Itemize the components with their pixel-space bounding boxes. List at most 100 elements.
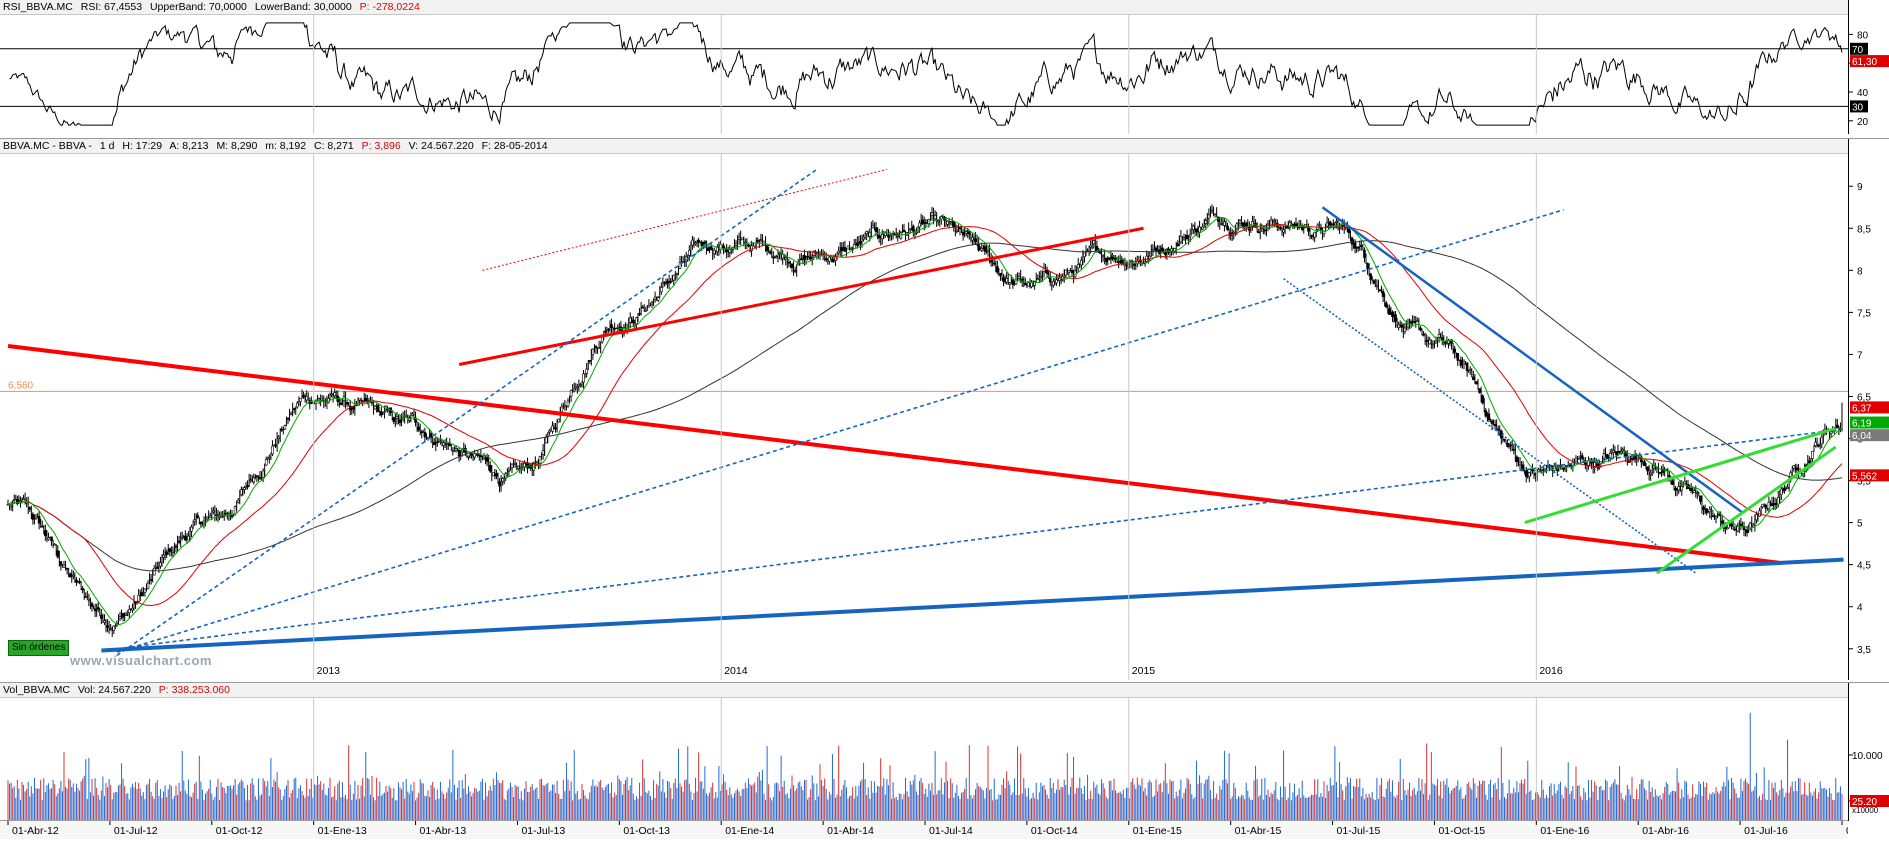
ma-50-line (7, 224, 1843, 607)
candle-body (666, 280, 669, 284)
rsi-header: RSI_BBVA.MC RSI: 67,4553 UpperBand: 70,0… (0, 0, 1851, 15)
candle-body (1195, 228, 1198, 233)
candle-body (796, 263, 800, 266)
candle-body (784, 257, 788, 260)
candle-body (604, 330, 607, 333)
candle-body (1080, 260, 1083, 266)
date-tick-label: 01-Ene-15 (1133, 825, 1182, 837)
candle-body (756, 240, 760, 242)
candle-body (1419, 327, 1422, 331)
watermark: www.visualchart.com (70, 653, 212, 668)
candle-body (1310, 235, 1313, 237)
candle-body (1198, 226, 1201, 233)
candle-body (809, 256, 812, 260)
candle-body (184, 536, 187, 541)
volume-header: Vol_BBVA.MC Vol: 24.567.220 P: 338.253.0… (0, 683, 1851, 698)
rsi-badge-label: 30 (1852, 102, 1864, 113)
candle-body (744, 241, 747, 244)
candle-body (1708, 509, 1712, 513)
candle-body (1052, 281, 1055, 286)
candle-body (429, 433, 433, 438)
rsi-pane[interactable]: RSI_BBVA.MC RSI: 67,4553 UpperBand: 70,0… (0, 0, 1889, 134)
candle-body (1683, 481, 1687, 484)
candle-body (1058, 277, 1061, 281)
candle-body (849, 247, 853, 250)
candle-body (912, 225, 915, 232)
candle-body (647, 304, 651, 308)
candle-body (638, 312, 641, 315)
candle-body (1580, 455, 1584, 459)
candle-body (672, 274, 676, 281)
candle-body (78, 580, 81, 583)
candle-body (868, 232, 872, 237)
date-tick-label: 01-Jul-16 (1744, 825, 1788, 837)
candle-body (548, 430, 551, 433)
candle-body (156, 566, 159, 569)
sin-ordenes-badge[interactable]: Sin órdenes (8, 640, 70, 656)
candle-body (1356, 246, 1360, 249)
candle-body (16, 498, 19, 505)
candle-body (383, 411, 386, 414)
candle-body (168, 548, 172, 552)
candle-body (1677, 486, 1680, 491)
candle-body (190, 526, 193, 532)
date-tick-label: 01-Jul-12 (114, 825, 158, 837)
candle-body (1643, 461, 1646, 467)
candle-body (1341, 224, 1344, 227)
candle-body (90, 603, 94, 607)
price-last-label: 6,37 (1852, 403, 1872, 414)
candle-body (118, 616, 122, 620)
candle-body (1783, 487, 1786, 491)
candle-body (734, 243, 738, 246)
candle-body (1478, 388, 1481, 393)
candle-body (930, 212, 934, 216)
candle-body (22, 498, 25, 501)
candle-body (1011, 279, 1015, 286)
volume-plot (7, 697, 1843, 821)
candle-body (1668, 475, 1671, 478)
candle-body (100, 614, 103, 619)
candle-body (1406, 323, 1410, 328)
candle-body (1767, 502, 1771, 510)
candle-body (196, 515, 200, 518)
candle-body (289, 413, 293, 416)
candle-body (420, 431, 424, 434)
candle-body (1521, 464, 1525, 472)
candle-body (1509, 444, 1512, 447)
candle-body (563, 405, 567, 408)
candle-body (1649, 472, 1652, 475)
candle-body (1378, 289, 1382, 292)
candle-body (1612, 450, 1615, 453)
candle-body (1089, 245, 1092, 248)
candle-body (1836, 424, 1839, 428)
candle-body (1602, 453, 1606, 459)
candle-body (1151, 249, 1155, 251)
candle-body (1764, 504, 1768, 509)
candle-body (498, 481, 501, 487)
price-pane[interactable]: BBVA.MC - BBVA - 1 d H: 17:29 A: 8,213 M… (0, 138, 1889, 680)
candle-body (697, 240, 700, 243)
volume-pane[interactable]: Vol_BBVA.MC Vol: 24.567.220 P: 338.253.0… (0, 682, 1889, 821)
candle-body (588, 360, 592, 362)
candle-body (1425, 340, 1428, 342)
candle-body (460, 449, 464, 453)
candle-body (1736, 526, 1740, 532)
vol-value: Vol: 24.567.220 (77, 684, 151, 696)
candle-body (131, 607, 134, 611)
vol-p: P: 338.253.060 (158, 684, 230, 696)
date-tick-label: 01-Oct-13 (623, 825, 670, 837)
candle-body (280, 428, 284, 431)
candle-body (1220, 223, 1223, 225)
candle-body (1120, 258, 1124, 264)
candle-body (1350, 237, 1354, 245)
price-low: m: 8,192 (265, 140, 307, 152)
candle-body (1770, 503, 1774, 507)
candle-body (467, 455, 470, 458)
candle-body (1039, 275, 1043, 278)
candle-body (109, 628, 112, 631)
candle-body (1689, 487, 1693, 492)
candle-body (1335, 221, 1338, 223)
vol-last-badge (1850, 795, 1889, 807)
candle-body (1428, 339, 1432, 345)
candle-body (165, 551, 168, 556)
